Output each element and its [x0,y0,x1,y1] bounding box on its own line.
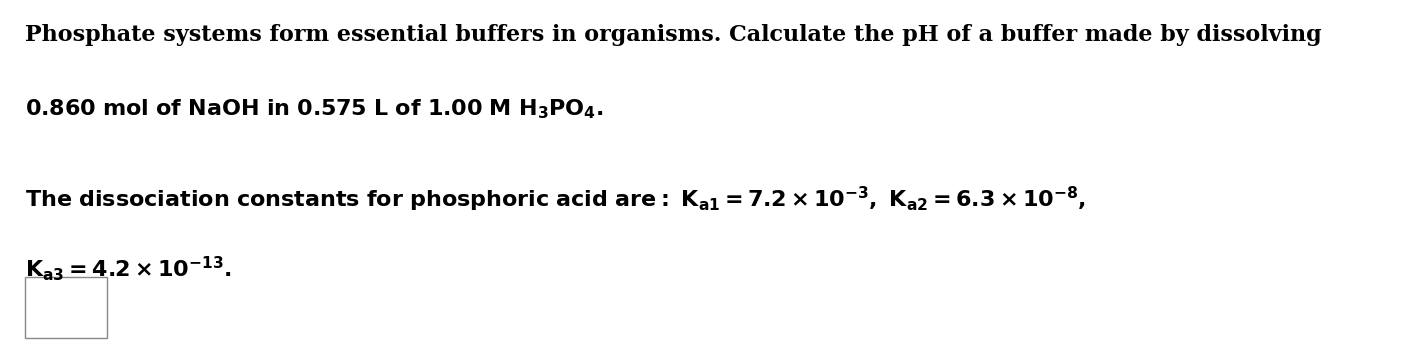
Text: $\mathbf{0.860\ mol\ of\ NaOH\ in\ 0.575\ L\ of\ 1.00}$ $\mathit{\mathbf{M}}$ $\: $\mathbf{0.860\ mol\ of\ NaOH\ in\ 0.575… [25,97,603,121]
Text: Phosphate systems form essential buffers in organisms. Calculate the pH of a buf: Phosphate systems form essential buffers… [25,24,1322,46]
Text: $\mathbf{The\ dissociation\ constants\ for\ phosphoric\ acid\ are:\ K_{a1} = 7.2: $\mathbf{The\ dissociation\ constants\ f… [25,184,1087,214]
FancyBboxPatch shape [25,277,107,338]
Text: $\mathbf{K_{a3} = 4.2 \times 10^{-13}.}$: $\mathbf{K_{a3} = 4.2 \times 10^{-13}.}$ [25,254,232,283]
